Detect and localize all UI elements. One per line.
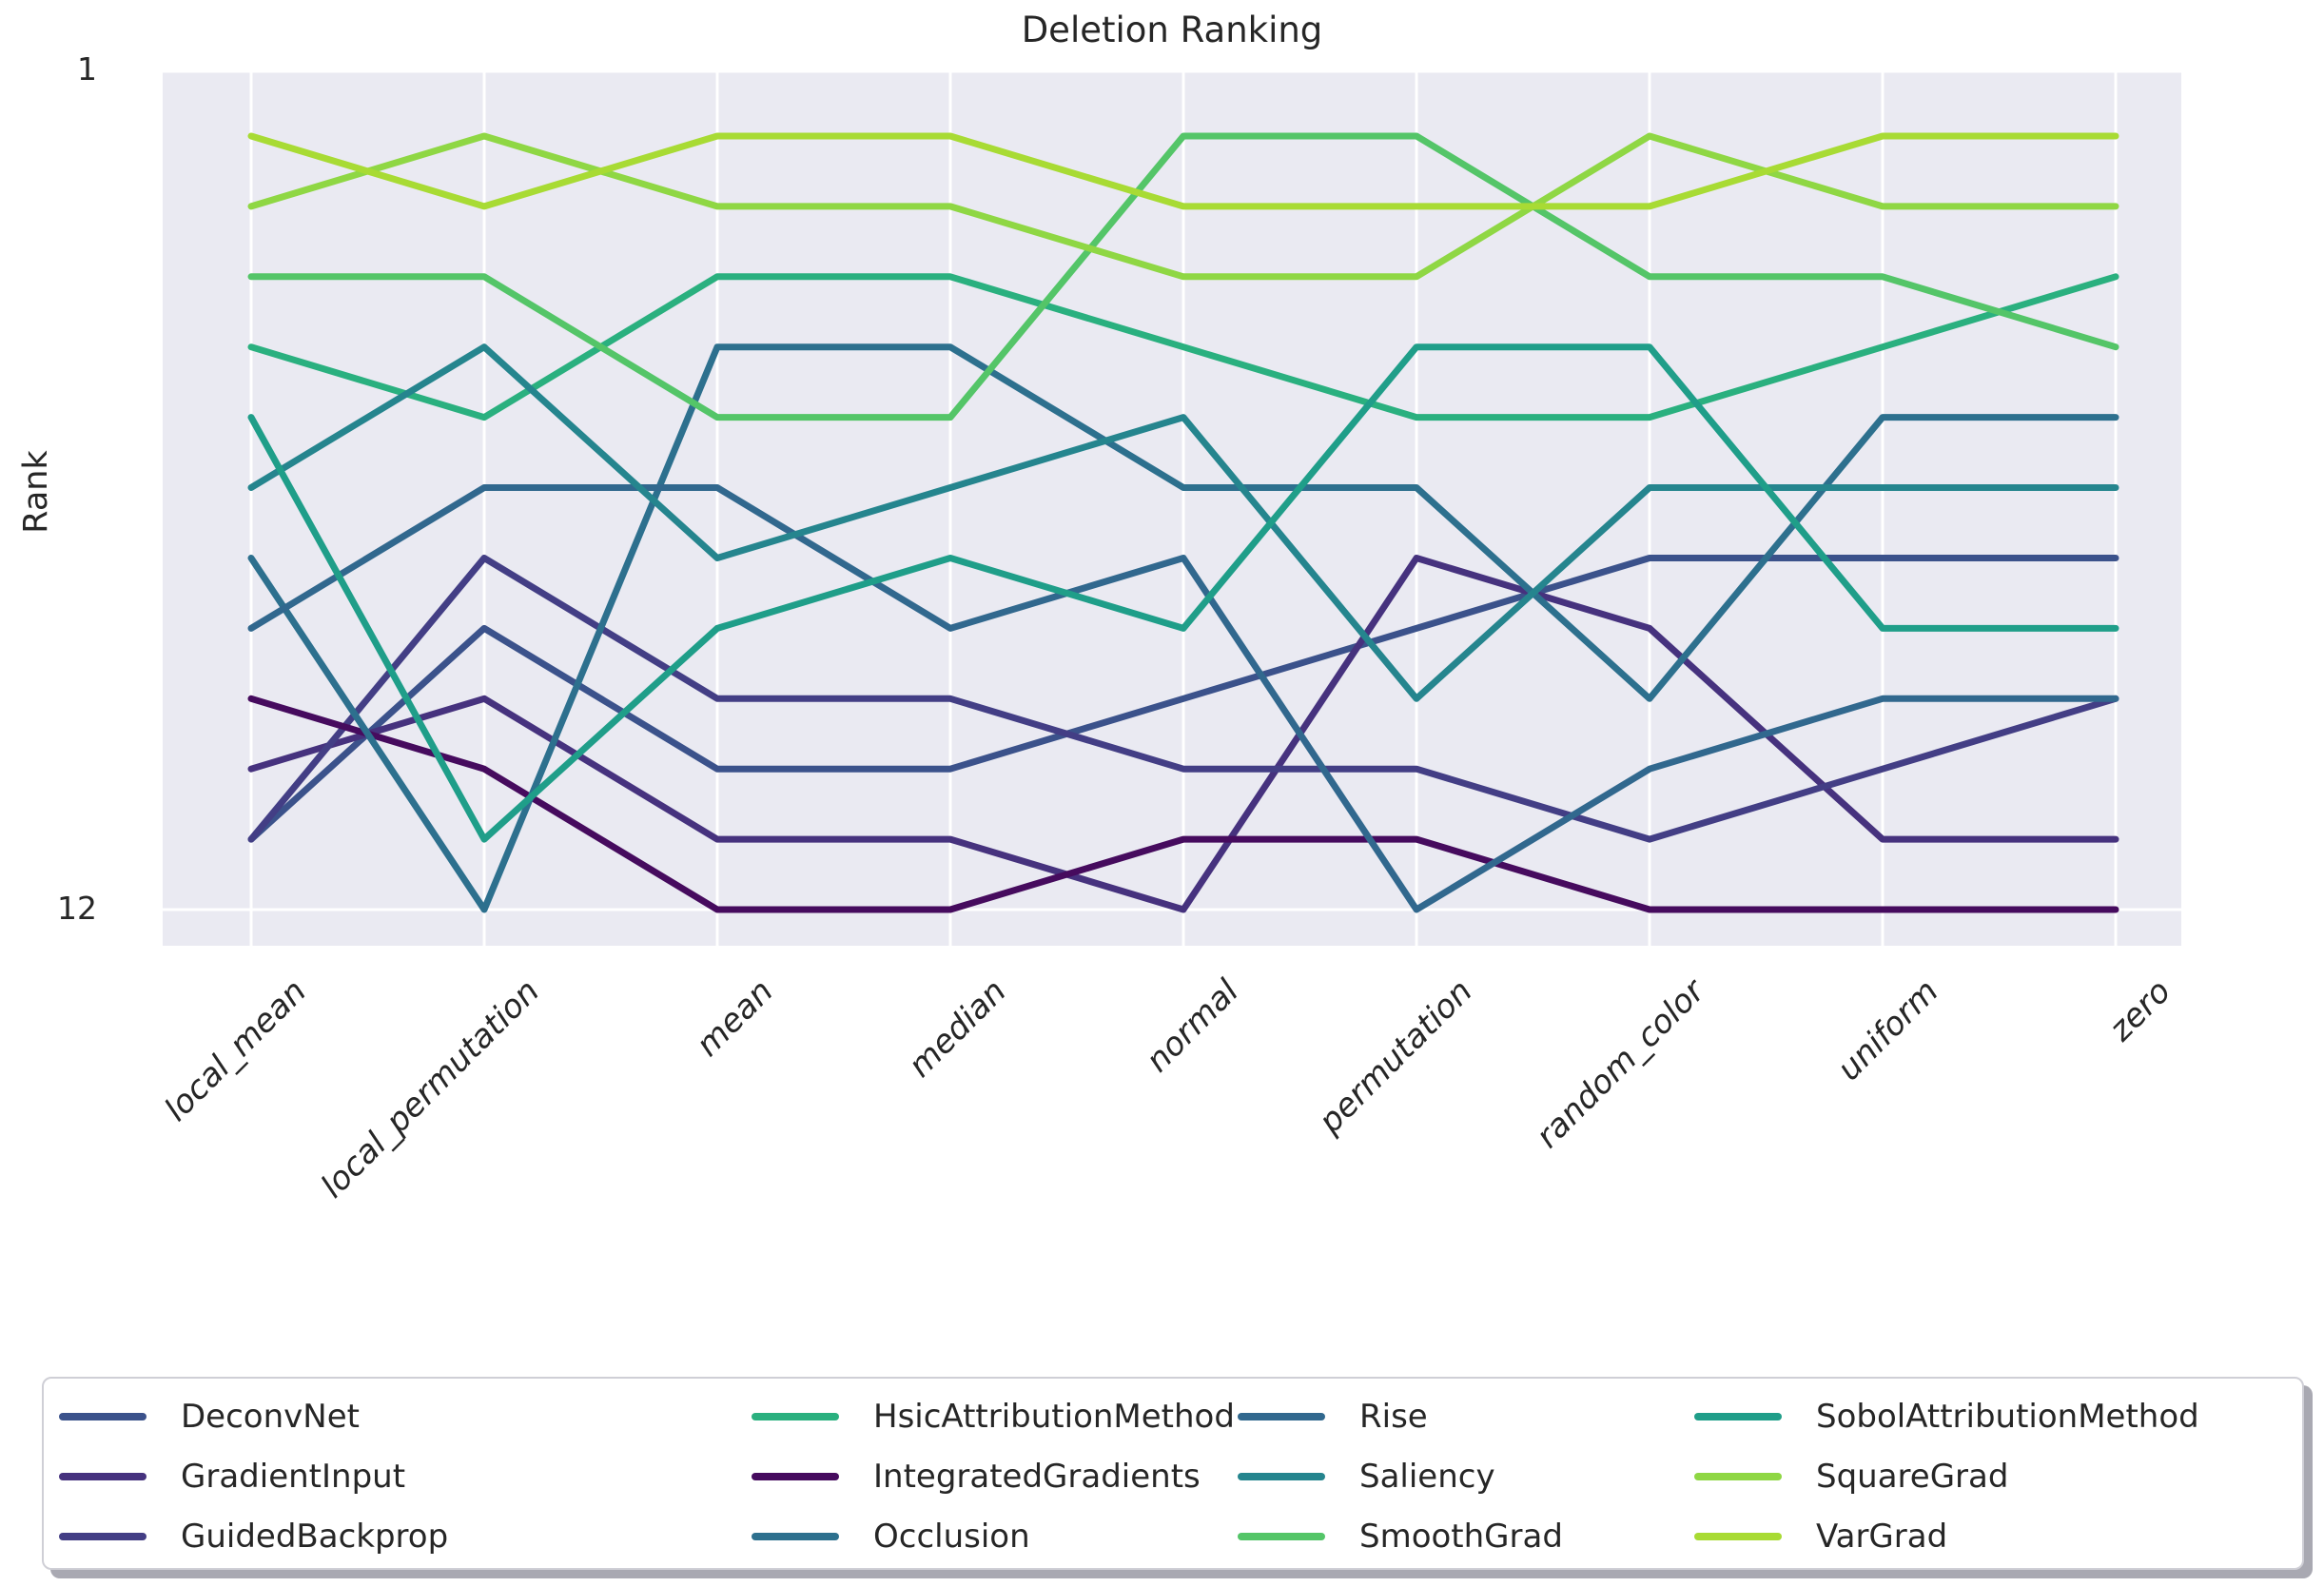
legend-label-IntegratedGradients: IntegratedGradients xyxy=(873,1457,1201,1496)
legend-label-HsicAttributionMethod: HsicAttributionMethod xyxy=(873,1397,1235,1436)
y-axis-label: Rank xyxy=(17,450,55,534)
legend-label-VarGrad: VarGrad xyxy=(1816,1517,1948,1556)
legend-item-SquareGrad: SquareGrad xyxy=(1694,1460,2302,1493)
legend-swatch-Occlusion xyxy=(752,1532,839,1540)
legend-item-SmoothGrad: SmoothGrad xyxy=(1238,1520,1694,1553)
legend-item-GradientInput: GradientInput xyxy=(59,1460,752,1493)
legend-label-SmoothGrad: SmoothGrad xyxy=(1359,1517,1563,1556)
series-line-Occlusion xyxy=(247,343,2119,913)
series-line-HsicAttributionMethod xyxy=(247,273,2119,421)
series-line-DeconvNet xyxy=(247,555,2119,843)
series-line-SquareGrad xyxy=(247,132,2119,281)
legend: DeconvNet GradientInput GuidedBackprop Hsic… xyxy=(42,1377,2304,1570)
legend-item-Rise: Rise xyxy=(1238,1401,1694,1433)
series-line-SmoothGrad xyxy=(247,132,2119,421)
legend-label-Saliency: Saliency xyxy=(1359,1457,1495,1496)
legend-label-SquareGrad: SquareGrad xyxy=(1816,1457,2009,1496)
legend-item-VarGrad: VarGrad xyxy=(1694,1520,2302,1553)
series-line-Saliency xyxy=(247,343,2119,702)
series-line-SobolAttributionMethod xyxy=(247,343,2119,843)
legend-label-Rise: Rise xyxy=(1359,1397,1428,1436)
legend-swatch-Saliency xyxy=(1238,1472,1325,1480)
legend-swatch-SquareGrad xyxy=(1694,1472,1782,1480)
legend-label-DeconvNet: DeconvNet xyxy=(181,1397,360,1436)
series-line-IntegratedGradients xyxy=(247,695,2119,913)
legend-swatch-VarGrad xyxy=(1694,1532,1782,1540)
legend-label-SobolAttributionMethod: SobolAttributionMethod xyxy=(1816,1397,2199,1436)
legend-swatch-DeconvNet xyxy=(59,1412,146,1420)
legend-item-Occlusion: Occlusion xyxy=(752,1520,1238,1553)
plot-area xyxy=(163,70,2181,946)
legend-item-IntegratedGradients: IntegratedGradients xyxy=(752,1460,1238,1493)
legend-swatch-IntegratedGradients xyxy=(752,1472,839,1480)
chart-title: Deletion Ranking xyxy=(1021,10,1323,50)
ytick-rank-12: 12 xyxy=(57,889,97,927)
legend-swatch-GuidedBackprop xyxy=(59,1532,146,1540)
legend-swatch-HsicAttributionMethod xyxy=(752,1412,839,1420)
legend-label-GuidedBackprop: GuidedBackprop xyxy=(181,1517,449,1556)
legend-item-SobolAttributionMethod: SobolAttributionMethod xyxy=(1694,1401,2302,1433)
legend-item-GuidedBackprop: GuidedBackprop xyxy=(59,1520,752,1553)
series-line-Rise xyxy=(247,484,2119,913)
legend-label-Occlusion: Occlusion xyxy=(873,1517,1030,1556)
legend-swatch-Rise xyxy=(1238,1412,1325,1420)
legend-label-GradientInput: GradientInput xyxy=(181,1457,406,1496)
legend-swatch-SmoothGrad xyxy=(1238,1532,1325,1540)
ytick-rank-1: 1 xyxy=(77,49,97,88)
legend-swatch-GradientInput xyxy=(59,1472,146,1480)
series-line-GradientInput xyxy=(247,555,2119,913)
chart-svg xyxy=(163,69,2181,946)
series-line-VarGrad xyxy=(247,132,2119,210)
legend-item-DeconvNet: DeconvNet xyxy=(59,1401,752,1433)
legend-item-HsicAttributionMethod: HsicAttributionMethod xyxy=(752,1401,1238,1433)
series-line-GuidedBackprop xyxy=(247,555,2119,843)
legend-item-Saliency: Saliency xyxy=(1238,1460,1694,1493)
legend-swatch-SobolAttributionMethod xyxy=(1694,1412,1782,1420)
